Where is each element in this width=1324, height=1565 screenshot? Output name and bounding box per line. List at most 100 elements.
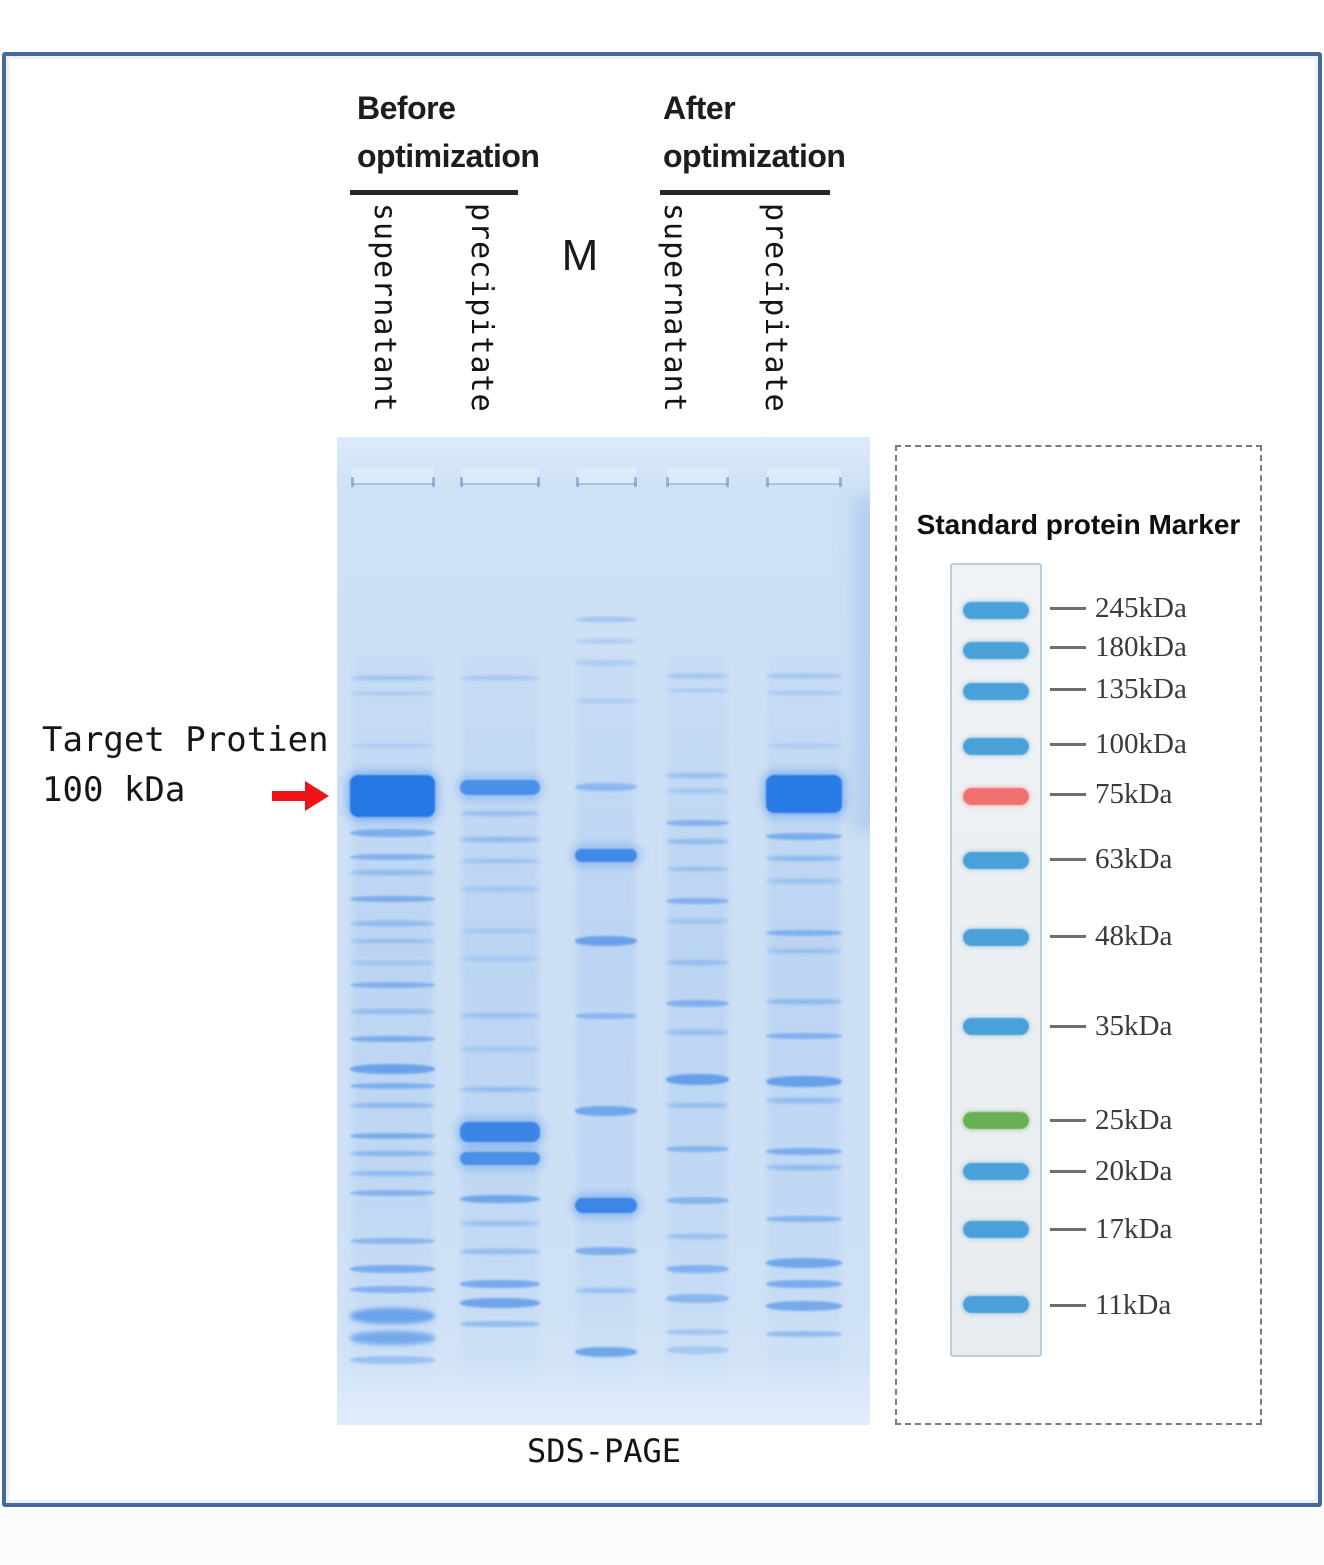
marker-row-20kDa: 20kDa — [1050, 1155, 1172, 1189]
target-protein-label: Target Protien — [42, 720, 329, 760]
protein-band — [459, 1298, 541, 1309]
marker-row-25kDa: 25kDa — [1050, 1103, 1172, 1137]
marker-tick — [1050, 1228, 1086, 1232]
header-after-optimization: After optimization — [663, 84, 846, 180]
protein-band — [459, 836, 541, 842]
marker-row-180kDa: 180kDa — [1050, 631, 1187, 665]
protein-band — [459, 1248, 541, 1254]
gel-well-before-supernatant — [350, 466, 435, 487]
protein-band — [349, 1064, 436, 1075]
marker-tick — [1050, 793, 1086, 797]
marker-row-48kDa: 48kDa — [1050, 920, 1172, 954]
protein-band — [575, 935, 637, 946]
marker-tick — [1050, 1118, 1086, 1122]
protein-band — [349, 1189, 436, 1196]
protein-band — [765, 1032, 843, 1039]
marker-band-100kDa — [963, 737, 1029, 755]
protein-band — [349, 744, 436, 749]
protein-band — [349, 1103, 436, 1109]
header-before-optimization: Before optimization — [357, 84, 540, 180]
marker-row-63kDa: 63kDa — [1050, 843, 1172, 877]
marker-label: 17kDa — [1095, 1213, 1173, 1246]
protein-band — [459, 886, 541, 891]
marker-tick — [1050, 1303, 1086, 1307]
protein-band — [459, 956, 541, 961]
marker-band-180kDa — [963, 641, 1029, 659]
protein-band — [349, 938, 436, 943]
marker-label: 63kDa — [1095, 843, 1173, 876]
protein-band — [665, 1073, 729, 1085]
marker-tick — [1050, 935, 1086, 939]
lane-label-1-precipitate: precipitate — [464, 203, 499, 413]
protein-band — [349, 692, 436, 696]
underline-before — [350, 190, 518, 195]
protein-band — [665, 1233, 729, 1239]
protein-band — [765, 929, 843, 936]
protein-band — [665, 1264, 729, 1273]
protein-band — [349, 1150, 436, 1156]
protein-band — [665, 919, 729, 924]
protein-band — [575, 638, 637, 643]
marker-label: 11kDa — [1095, 1288, 1172, 1321]
protein-band — [665, 1345, 729, 1354]
sds-page-gel — [337, 437, 870, 1425]
protein-band — [459, 1220, 541, 1226]
header-before-line2: optimization — [357, 138, 540, 174]
protein-band — [575, 1288, 637, 1294]
protein-band — [765, 1279, 843, 1288]
protein-band — [665, 689, 729, 693]
protein-band — [349, 982, 436, 989]
protein-band — [765, 1257, 843, 1268]
protein-band — [665, 820, 729, 827]
protein-band — [765, 1331, 843, 1338]
marker-lane-label: M — [561, 231, 599, 280]
marker-label: 48kDa — [1095, 920, 1173, 953]
marker-label: 100kDa — [1095, 728, 1187, 761]
marker-row-245kDa: 245kDa — [1050, 591, 1187, 625]
protein-band — [765, 674, 843, 679]
protein-band — [765, 1215, 843, 1222]
protein-band — [349, 1308, 436, 1325]
protein-band — [459, 858, 541, 863]
protein-band — [459, 1046, 541, 1051]
marker-band-17kDa — [963, 1220, 1029, 1238]
marker-band-245kDa — [963, 602, 1029, 620]
protein-band — [349, 774, 436, 817]
gel-lane-before-precipitate — [458, 437, 542, 1425]
protein-band — [665, 1294, 729, 1304]
protein-band — [349, 1331, 436, 1346]
marker-band-135kDa — [963, 682, 1029, 700]
protein-band — [349, 896, 436, 903]
marker-tick — [1050, 646, 1086, 650]
marker-band-11kDa — [963, 1295, 1029, 1313]
protein-band — [665, 999, 729, 1007]
lane-label-0-supernatant: supernatant — [367, 203, 402, 413]
protein-band — [665, 773, 729, 779]
target-arrow-icon — [272, 781, 329, 811]
protein-band — [765, 744, 843, 749]
lane-label-3-precipitate: precipitate — [758, 203, 793, 413]
marker-row-75kDa: 75kDa — [1050, 778, 1172, 812]
figure-caption: SDS-PAGE — [526, 1432, 682, 1470]
protein-band — [575, 1346, 637, 1357]
marker-tick — [1050, 687, 1086, 691]
protein-band — [459, 1013, 541, 1019]
protein-band — [575, 849, 637, 863]
gel-lane-before-supernatant — [348, 437, 437, 1425]
marker-row-35kDa: 35kDa — [1050, 1010, 1172, 1044]
protein-band — [765, 1098, 843, 1104]
protein-band — [765, 878, 843, 883]
protein-band — [459, 1321, 541, 1328]
protein-band — [665, 1197, 729, 1205]
protein-band — [459, 780, 541, 796]
gel-well-after-supernatant — [665, 466, 729, 487]
protein-band — [459, 1086, 541, 1092]
protein-band — [765, 1301, 843, 1312]
gel-lane-marker-lane — [574, 437, 638, 1425]
protein-band — [765, 998, 843, 1004]
protein-band — [575, 1105, 637, 1116]
protein-band — [665, 866, 729, 871]
gel-lane-after-supernatant — [664, 437, 730, 1425]
gel-well-after-precipitate — [766, 466, 842, 487]
